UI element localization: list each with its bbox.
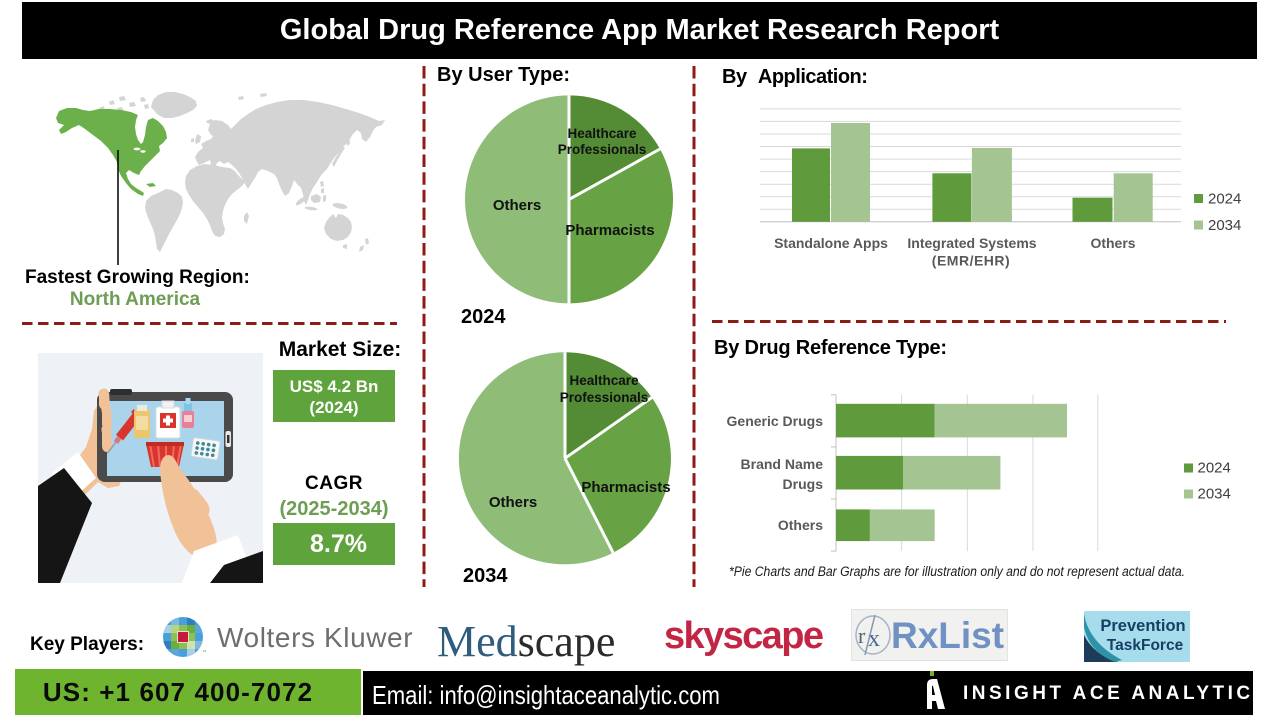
svg-text:Drugs: Drugs	[783, 476, 824, 492]
svg-text:Healthcare: Healthcare	[569, 373, 639, 388]
svg-text:*Pie Charts and Bar Graphs are: *Pie Charts and Bar Graphs are for illus…	[729, 564, 1185, 580]
svg-text:Pharmacists: Pharmacists	[565, 222, 654, 239]
svg-text:2024: 2024	[1198, 460, 1231, 477]
svg-text:(EMR/EHR): (EMR/EHR)	[932, 253, 1010, 269]
svg-text:Professionals: Professionals	[558, 142, 647, 157]
svg-text:Others: Others	[1090, 235, 1135, 251]
svg-text:Pharmacists: Pharmacists	[581, 479, 670, 496]
svg-text:Others: Others	[778, 517, 823, 533]
svg-text:Prevention: Prevention	[1100, 617, 1185, 635]
svg-text:™: ™	[202, 649, 206, 656]
svg-text:r: r	[858, 623, 866, 648]
svg-text:Healthcare: Healthcare	[567, 126, 637, 141]
svg-text:2024: 2024	[1208, 191, 1241, 208]
svg-text:Brand Name: Brand Name	[741, 456, 824, 472]
svg-text:Others: Others	[493, 197, 541, 214]
svg-text:x: x	[868, 626, 880, 652]
svg-text:2034: 2034	[1208, 217, 1241, 234]
svg-text:Integrated Systems: Integrated Systems	[907, 235, 1036, 251]
svg-text:TaskForce: TaskForce	[1107, 637, 1184, 654]
svg-text:Generic Drugs: Generic Drugs	[727, 413, 824, 429]
svg-text:Standalone Apps: Standalone Apps	[774, 235, 888, 251]
svg-text:2034: 2034	[1198, 486, 1231, 503]
svg-text:Professionals: Professionals	[560, 390, 649, 405]
svg-text:Others: Others	[489, 494, 537, 511]
